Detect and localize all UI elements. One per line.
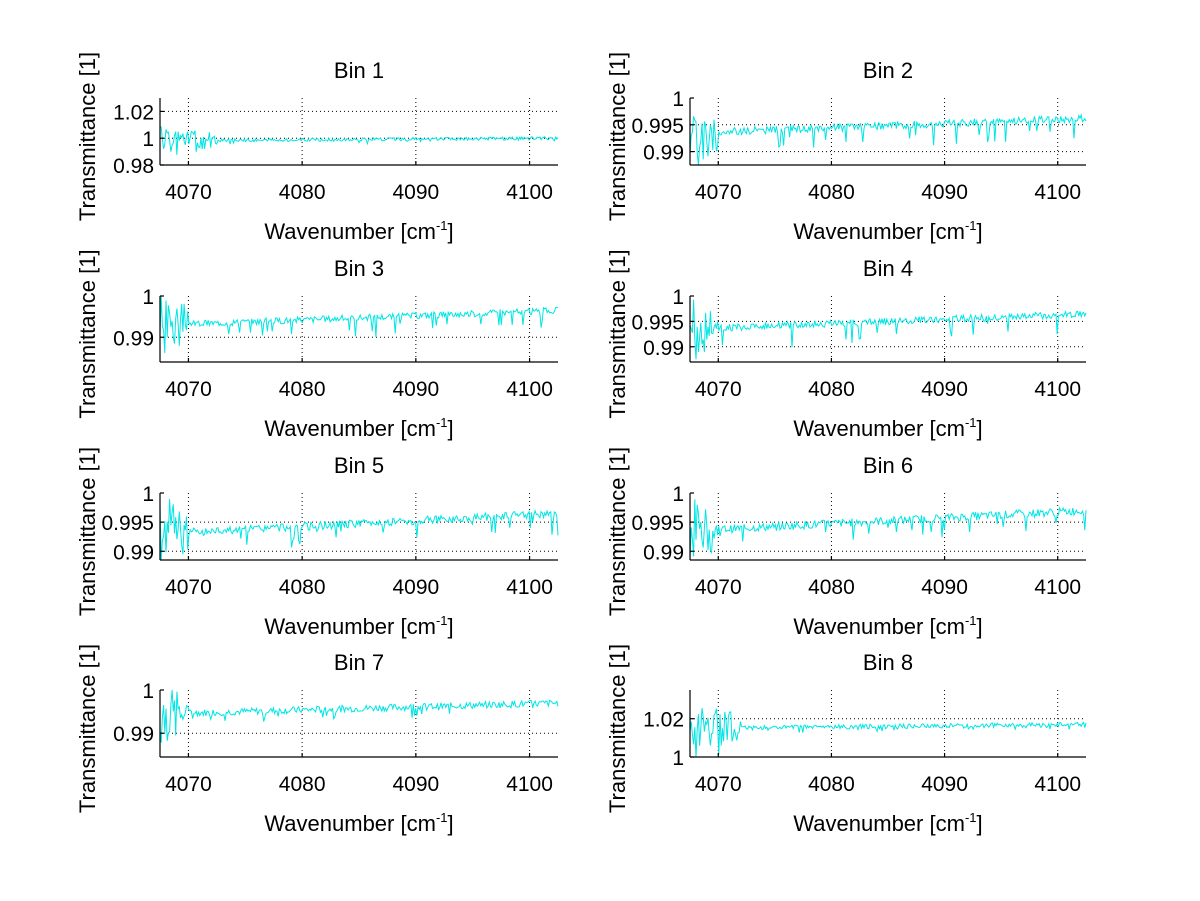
- series-line: [159, 125, 559, 155]
- x-axis-label: Wavenumber [cm-1]: [264, 218, 453, 244]
- x-tick-label: 4100: [506, 378, 553, 401]
- x-tick-label: 4090: [392, 773, 439, 796]
- x-tick-label: 4090: [921, 378, 968, 401]
- subplot-title: Bin 1: [334, 58, 384, 83]
- x-tick-label: 4080: [808, 773, 855, 796]
- x-tick-label: 4090: [921, 576, 968, 599]
- subplot-title: Bin 3: [334, 256, 384, 281]
- x-tick-label: 4070: [695, 181, 742, 204]
- y-tick-label: 0.99: [113, 327, 154, 350]
- x-tick-label: 4080: [279, 576, 326, 599]
- x-tick-label: 4100: [506, 773, 553, 796]
- subplot-title: Bin 8: [863, 650, 913, 675]
- x-tick-label: 4080: [808, 576, 855, 599]
- x-tick-label: 4070: [695, 576, 742, 599]
- series-line: [689, 112, 1087, 166]
- x-tick-label: 4080: [808, 181, 855, 204]
- y-axis-label: Transmittance [1]: [605, 52, 630, 221]
- y-tick-label: 0.99: [643, 142, 684, 165]
- y-tick-label: 1: [142, 680, 154, 703]
- y-tick-label: 0.995: [631, 311, 684, 334]
- y-tick-label: 1: [672, 747, 684, 770]
- y-axis-label: Transmittance [1]: [75, 52, 100, 221]
- series-line: [689, 708, 1087, 758]
- y-tick-label: 1: [672, 483, 684, 506]
- y-tick-label: 0.99: [113, 723, 154, 746]
- x-tick-label: 4080: [279, 181, 326, 204]
- subplot-bin-5: Bin 5 4070 4080 4090 4100 0.99 0.995 1 Wavenumbe…: [75, 447, 559, 639]
- subplot-bin-6: Bin 6 4070 4080 4090 4100 0.99 0.995 1 Wavenumbe…: [605, 447, 1087, 639]
- y-tick-label: 1: [142, 286, 154, 309]
- x-tick-label: 4090: [392, 576, 439, 599]
- y-axis-label: Transmittance [1]: [75, 447, 100, 616]
- y-tick-label: 1: [142, 128, 154, 151]
- y-axis-label: Transmittance [1]: [605, 249, 630, 418]
- x-axis-label: Wavenumber [cm-1]: [264, 613, 453, 639]
- y-tick-label: 0.99: [113, 541, 154, 564]
- x-tick-label: 4100: [506, 181, 553, 204]
- series-line: [159, 499, 559, 561]
- y-tick-label: 0.995: [101, 512, 154, 535]
- x-tick-label: 4080: [808, 378, 855, 401]
- subplot-title: Bin 4: [863, 256, 913, 281]
- x-tick-label: 4090: [392, 181, 439, 204]
- x-tick-label: 4100: [1034, 576, 1081, 599]
- x-axis-label: Wavenumber [cm-1]: [264, 810, 453, 836]
- series-line: [159, 295, 559, 354]
- x-tick-label: 4080: [279, 378, 326, 401]
- y-tick-label: 0.99: [643, 541, 684, 564]
- y-tick-label: 1.02: [643, 709, 684, 732]
- subplot-title: Bin 6: [863, 453, 913, 478]
- series-line: [159, 689, 559, 743]
- x-tick-label: 4090: [392, 378, 439, 401]
- x-tick-label: 4070: [695, 773, 742, 796]
- x-axis-label: Wavenumber [cm-1]: [793, 613, 982, 639]
- y-tick-label: 0.995: [631, 512, 684, 535]
- y-axis-label: Transmittance [1]: [605, 447, 630, 616]
- y-tick-label: 0.99: [643, 337, 684, 360]
- x-tick-label: 4080: [279, 773, 326, 796]
- x-axis-label: Wavenumber [cm-1]: [264, 415, 453, 441]
- x-tick-label: 4070: [165, 181, 212, 204]
- subplot-bin-2: Bin 2 4070 4080 4090 4100 0.99 0.995 1 Wavenumbe…: [605, 52, 1087, 244]
- x-tick-label: 4100: [1034, 773, 1081, 796]
- subplot-title: Bin 5: [334, 453, 384, 478]
- subplot-bin-3: Bin 3 4070 4080 4090 4100 0.99 1 Wavenumber [cm…: [75, 249, 559, 441]
- y-tick-label: 0.98: [113, 155, 154, 178]
- x-tick-label: 4090: [921, 181, 968, 204]
- y-axis-label: Transmittance [1]: [75, 249, 100, 418]
- subplot-title: Bin 7: [334, 650, 384, 675]
- x-tick-label: 4070: [165, 576, 212, 599]
- x-tick-label: 4090: [921, 773, 968, 796]
- y-axis-label: Transmittance [1]: [75, 644, 100, 813]
- y-axis-label: Transmittance [1]: [605, 644, 630, 813]
- y-tick-label: 1.02: [113, 101, 154, 124]
- x-axis-label: Wavenumber [cm-1]: [793, 810, 982, 836]
- x-tick-label: 4070: [165, 378, 212, 401]
- x-axis-label: Wavenumber [cm-1]: [793, 218, 982, 244]
- series-line: [689, 499, 1087, 561]
- x-tick-label: 4070: [695, 378, 742, 401]
- y-tick-label: 0.995: [631, 115, 684, 138]
- y-tick-label: 1: [142, 483, 154, 506]
- subplot-bin-8: Bin 8 4070 4080 4090 4100 1 1.02 Wavenumber [cm…: [605, 644, 1087, 836]
- subplot-bin-7: Bin 7 4070 4080 4090 4100 0.99 1 Wavenumber [cm…: [75, 644, 559, 836]
- subplot-title: Bin 2: [863, 58, 913, 83]
- subplot-bin-1: Bin 1 4070 4080 4090 4100 0.98 1 1.02 Wavenumber…: [75, 52, 559, 244]
- y-tick-label: 1: [672, 286, 684, 309]
- x-tick-label: 4070: [165, 773, 212, 796]
- series-line: [689, 299, 1087, 360]
- x-tick-label: 4100: [1034, 181, 1081, 204]
- x-axis-label: Wavenumber [cm-1]: [793, 415, 982, 441]
- x-tick-label: 4100: [506, 576, 553, 599]
- y-tick-label: 1: [672, 88, 684, 111]
- x-tick-label: 4100: [1034, 378, 1081, 401]
